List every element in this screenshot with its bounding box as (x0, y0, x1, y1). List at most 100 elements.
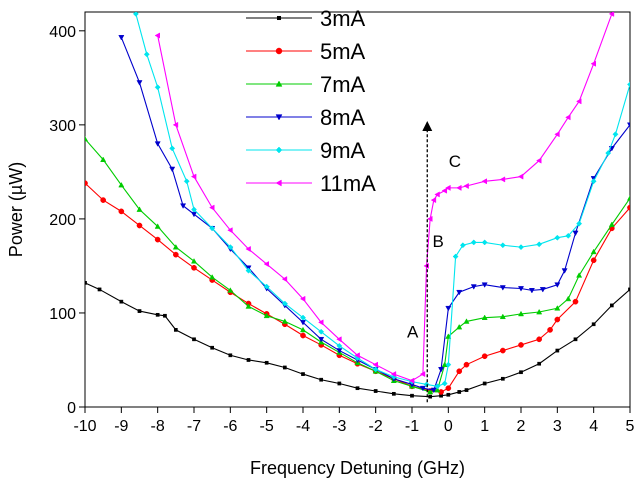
data-point (372, 361, 378, 368)
data-point (154, 223, 161, 229)
x-tick-label: -8 (151, 418, 165, 435)
data-point (172, 121, 179, 128)
data-point (459, 242, 466, 249)
data-point (517, 310, 525, 317)
data-point (137, 309, 142, 313)
data-point (481, 353, 488, 360)
data-point (118, 181, 125, 188)
data-point (576, 220, 583, 227)
data-point (500, 376, 505, 381)
y-tick-label: 100 (49, 306, 76, 323)
data-point (163, 313, 167, 318)
data-point (228, 353, 233, 358)
x-tick-label: -1 (405, 418, 419, 435)
x-tick-label: 5 (626, 418, 635, 435)
data-point (608, 221, 615, 227)
data-point (336, 342, 343, 349)
data-point (263, 261, 269, 268)
annotation-label: C (449, 152, 461, 171)
data-point (554, 131, 560, 138)
data-point (281, 300, 288, 307)
data-point (275, 114, 283, 121)
data-point (434, 383, 441, 390)
y-tick-label: 200 (49, 212, 76, 229)
legend-entry: 3mA (246, 6, 366, 31)
data-point (263, 312, 270, 319)
data-point (452, 253, 459, 260)
data-point (136, 222, 143, 229)
data-point (565, 295, 572, 302)
data-point (190, 173, 197, 180)
data-point (264, 360, 269, 365)
data-point (445, 385, 452, 392)
data-point (628, 287, 630, 292)
data-point (456, 323, 463, 330)
data-point (499, 285, 506, 291)
data-point (605, 150, 612, 157)
data-point (446, 392, 451, 397)
data-point (275, 179, 282, 187)
data-point (481, 314, 488, 320)
data-point (173, 328, 178, 332)
legend-label: 5mA (320, 39, 366, 64)
x-tick-label: 1 (480, 418, 489, 435)
data-point (299, 295, 306, 302)
data-point (275, 146, 283, 154)
data-point (519, 370, 523, 375)
x-tick-label: -6 (223, 418, 237, 435)
y-tick-label: 400 (49, 24, 76, 41)
data-point (136, 206, 143, 212)
data-point (481, 282, 488, 288)
data-point (100, 156, 107, 162)
data-point (245, 267, 252, 274)
data-point (561, 268, 568, 274)
x-tick-label: 3 (553, 418, 562, 435)
data-point (528, 288, 535, 294)
x-tick-label: -4 (296, 418, 310, 435)
data-point (318, 336, 325, 343)
legend-entry: 11mA (246, 171, 376, 196)
x-axis: -10 -9 -8 -7 -6 -5 -4 -3 -2 -1 0 1 2 3 4 5 (73, 407, 635, 435)
data-point (143, 51, 150, 58)
x-tick-label: 0 (444, 418, 453, 435)
legend-label: 11mA (320, 171, 376, 196)
legend-label: 3mA (320, 6, 366, 31)
legend-label: 8mA (320, 105, 366, 130)
data-point (85, 180, 88, 187)
series-3mA (85, 281, 630, 399)
series-7mA (85, 135, 630, 395)
data-point (209, 225, 216, 232)
data-point (456, 289, 463, 296)
x-tick-label: 4 (589, 418, 598, 435)
data-point (441, 380, 448, 387)
data-point (434, 386, 441, 393)
data-point (463, 318, 470, 324)
data-point (536, 157, 542, 164)
data-point (318, 319, 324, 326)
data-point (372, 366, 379, 373)
data-point (275, 80, 283, 87)
data-point (318, 328, 325, 335)
data-point (427, 388, 434, 395)
data-point (246, 358, 251, 362)
legend-label: 7mA (320, 72, 366, 97)
data-point (481, 178, 487, 185)
data-point (373, 389, 378, 393)
x-tick-label: -10 (73, 418, 96, 435)
data-point (209, 274, 216, 280)
data-point (209, 204, 215, 211)
data-point (355, 386, 360, 391)
x-tick-label: -2 (369, 418, 383, 435)
data-point (536, 336, 543, 343)
data-point (227, 287, 234, 293)
data-point (590, 178, 597, 185)
data-point (457, 390, 462, 394)
data-point (354, 352, 360, 359)
x-tick-label: -7 (187, 418, 201, 435)
data-point (180, 203, 187, 209)
data-point (499, 313, 506, 320)
series-layer (85, 12, 630, 399)
data-point (612, 131, 619, 138)
data-point (281, 318, 288, 324)
data-point (85, 135, 89, 142)
